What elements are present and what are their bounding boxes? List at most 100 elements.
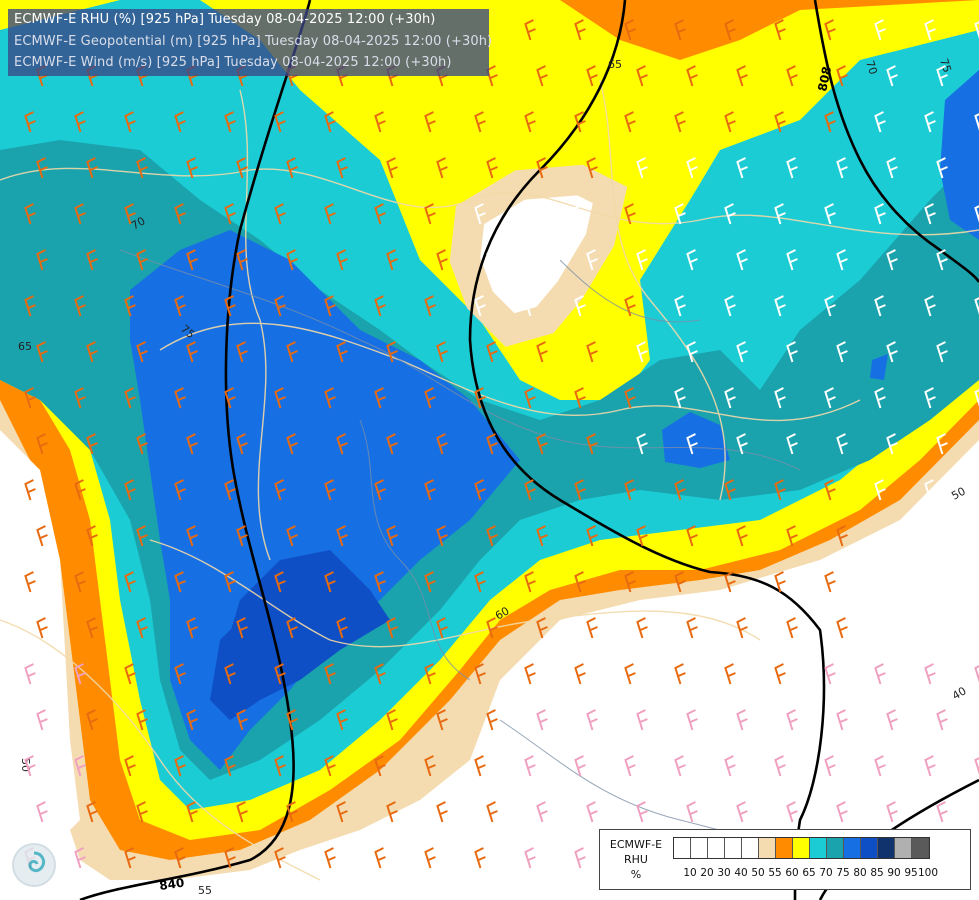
- wind-barb: [686, 709, 698, 731]
- rhu-label-55: 55: [198, 884, 212, 897]
- wind-barb: [36, 525, 48, 547]
- wind-barb: [786, 709, 798, 731]
- wind-barb: [374, 663, 386, 685]
- wind-barb: [124, 295, 136, 317]
- rhu-band-85: [210, 550, 390, 720]
- wind-barb: [324, 111, 336, 133]
- rhu-blob-80-east: [662, 412, 730, 468]
- wind-barb: [174, 295, 186, 317]
- wind-barb: [374, 755, 386, 777]
- wind-barb: [574, 571, 586, 593]
- wind-barb: [724, 295, 736, 317]
- legend-tick-label: 75: [836, 867, 850, 879]
- wind-barb: [474, 663, 486, 685]
- wind-barb: [574, 203, 586, 225]
- wind-barb: [386, 801, 398, 823]
- wind-barb: [224, 755, 236, 777]
- wind-barb: [636, 801, 648, 823]
- wind-barb: [874, 295, 886, 317]
- wind-barb: [686, 433, 698, 455]
- wind-barb: [186, 525, 198, 547]
- wind-barb: [636, 65, 648, 87]
- wind-barb: [24, 295, 36, 317]
- wind-barb: [336, 617, 348, 639]
- rhu-label-50a: 50: [949, 485, 967, 503]
- legend-tick-label: 95: [904, 867, 918, 879]
- wind-barb: [336, 709, 348, 731]
- wind-barb: [524, 111, 536, 133]
- geo-label-808: 808: [815, 65, 834, 92]
- wind-barb: [86, 709, 98, 731]
- wind-barb: [724, 111, 736, 133]
- wind-barb: [186, 157, 198, 179]
- wind-barb: [424, 663, 436, 685]
- legend-swatch: [742, 838, 759, 858]
- wind-barb: [624, 111, 636, 133]
- legend-tick-label: 100: [917, 867, 939, 879]
- wind-barb: [724, 203, 736, 225]
- wind-barb: [736, 525, 748, 547]
- wind-barb: [774, 479, 786, 501]
- wind-barb: [336, 249, 348, 271]
- wind-barb: [574, 847, 586, 869]
- legend-swatch: [793, 838, 810, 858]
- wind-barb: [24, 111, 36, 133]
- legend-tick-label: 60: [785, 867, 799, 879]
- wind-barb: [674, 111, 686, 133]
- wind-barb: [736, 157, 748, 179]
- wind-barb: [436, 341, 448, 363]
- wind-barb: [324, 571, 336, 593]
- wind-barb: [174, 755, 186, 777]
- wind-barb: [24, 479, 36, 501]
- legend-swatch: [708, 838, 725, 858]
- wind-barb: [886, 341, 898, 363]
- wind-barb: [524, 203, 536, 225]
- wind-barb: [936, 65, 948, 87]
- wind-barb: [686, 341, 698, 363]
- wind-barb: [786, 433, 798, 455]
- wind-barb: [374, 203, 386, 225]
- wind-barb: [936, 617, 948, 639]
- wind-barb: [924, 203, 936, 225]
- wind-barb: [136, 525, 148, 547]
- wind-barb: [374, 387, 386, 409]
- wind-barb: [36, 801, 48, 823]
- legend-tick-label: 80: [853, 867, 867, 879]
- wind-barb: [436, 249, 448, 271]
- wind-barb: [536, 801, 548, 823]
- wind-barb: [924, 571, 936, 593]
- wind-barb: [786, 525, 798, 547]
- wind-barb: [386, 433, 398, 455]
- wind-barb: [686, 617, 698, 639]
- wind-barb: [286, 617, 298, 639]
- wind-barb: [224, 203, 236, 225]
- wind-barb: [174, 479, 186, 501]
- wind-barb: [936, 157, 948, 179]
- wind-barb: [174, 663, 186, 685]
- wind-barb: [524, 847, 536, 869]
- wind-barb: [886, 249, 898, 271]
- wind-barb: [186, 801, 198, 823]
- title-geopotential: ECMWF-E Geopotential (m) [925 hPa] Tuesd…: [14, 34, 493, 49]
- legend-swatch: [861, 838, 878, 858]
- legend-swatch: [827, 838, 844, 858]
- wind-barb: [436, 709, 448, 731]
- wind-barb: [324, 203, 336, 225]
- wind-barb: [224, 663, 236, 685]
- wind-barb: [124, 571, 136, 593]
- wind-barb: [524, 19, 536, 41]
- wind-barb: [836, 801, 848, 823]
- wind-barb: [136, 341, 148, 363]
- wind-barb: [174, 387, 186, 409]
- wind-barb: [186, 341, 198, 363]
- wind-barb: [424, 203, 436, 225]
- wind-barb: [836, 65, 848, 87]
- wind-barb: [24, 571, 36, 593]
- wind-barb: [874, 111, 886, 133]
- wind-barb: [374, 479, 386, 501]
- wind-barb: [424, 111, 436, 133]
- wind-barb: [836, 157, 848, 179]
- wind-barb: [74, 479, 86, 501]
- wind-barb: [674, 571, 686, 593]
- wind-barb: [724, 571, 736, 593]
